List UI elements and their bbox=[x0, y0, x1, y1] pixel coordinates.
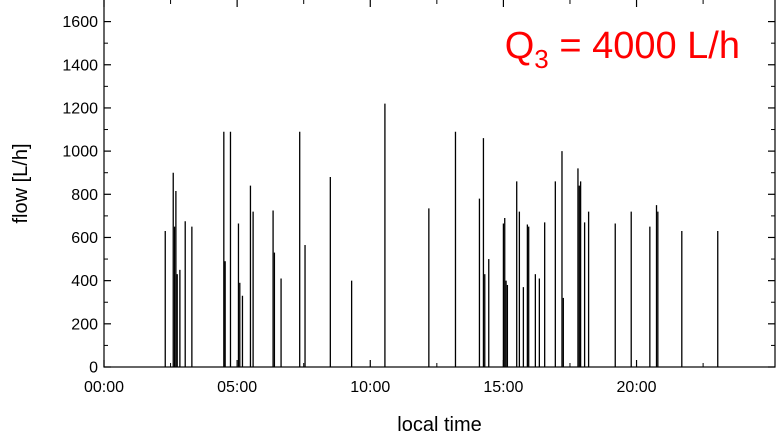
x-tick-label: 00:00 bbox=[84, 379, 124, 396]
y-tick-label: 400 bbox=[71, 273, 98, 290]
y-tick-label: 1000 bbox=[62, 144, 98, 161]
y-tick-label: 1200 bbox=[62, 100, 98, 117]
q3-annotation-subscript: 3 bbox=[534, 44, 548, 74]
x-tick-label: 15:00 bbox=[483, 379, 523, 396]
y-tick-label: 0 bbox=[89, 360, 98, 377]
y-tick-label: 200 bbox=[71, 316, 98, 333]
flow-bars bbox=[164, 103, 719, 367]
q3-annotation: Q3 = 4000 L/h bbox=[505, 25, 740, 74]
x-tick-label: 20:00 bbox=[617, 379, 657, 396]
q3-annotation-symbol: Q bbox=[505, 25, 535, 67]
y-tick-label: 800 bbox=[71, 187, 98, 204]
y-axis-label: flow [L/h] bbox=[10, 143, 32, 223]
axis-tick-labels: 00:00 05:00 10:00 15:00 20:00 0 200 400 600 800 10… bbox=[62, 14, 656, 396]
y-tick-label: 600 bbox=[71, 230, 98, 247]
x-axis-label: local time bbox=[397, 414, 481, 436]
y-tick-label: 1400 bbox=[62, 57, 98, 74]
y-tick-label: 1600 bbox=[62, 14, 98, 31]
x-tick-label: 10:00 bbox=[350, 379, 390, 396]
plot-frame bbox=[103, 0, 776, 368]
x-tick-label: 05:00 bbox=[217, 379, 257, 396]
axis-ticks bbox=[103, 0, 775, 368]
q3-annotation-value: = 4000 L/h bbox=[549, 25, 740, 67]
